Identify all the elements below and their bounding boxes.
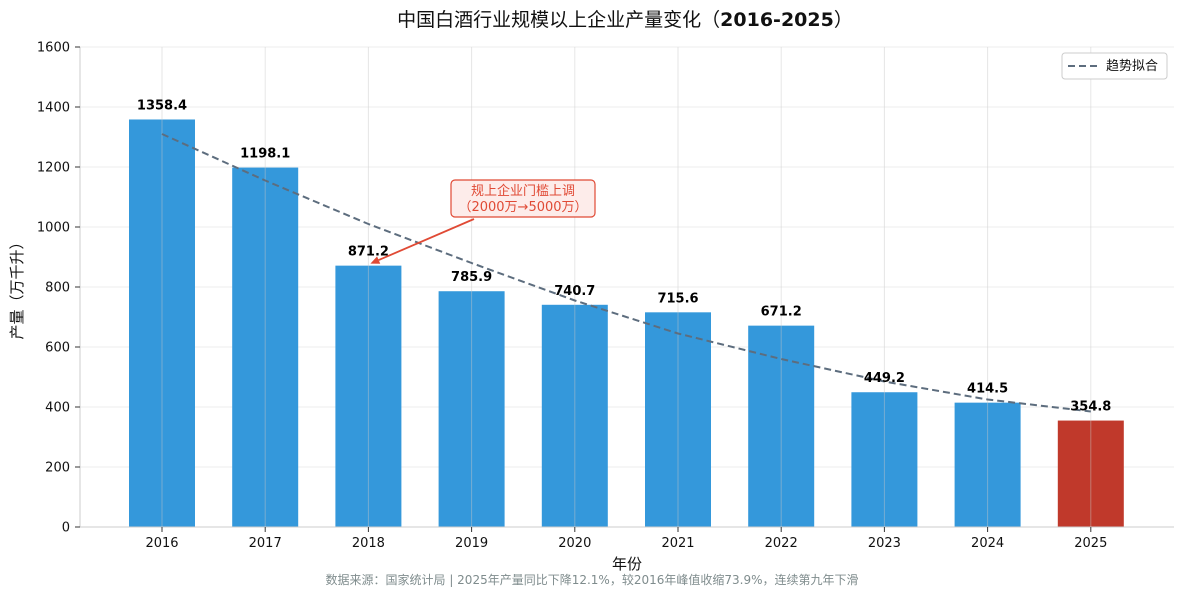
bar-value-label: 354.8	[1070, 400, 1111, 415]
y-tick-label: 1600	[37, 41, 70, 56]
x-tick-label: 2018	[352, 536, 385, 551]
annotation-box	[450, 179, 596, 218]
chart-title-main: 中国白酒行业规模以上企业产量变化（	[397, 9, 720, 31]
x-tick-label: 2024	[971, 536, 1004, 551]
chart-title: 中国白酒行业规模以上企业产量变化（2016-2025）	[397, 9, 853, 31]
legend-trend-label: 趋势拟合	[1106, 58, 1158, 74]
bar-value-label: 1198.1	[240, 147, 290, 162]
x-tick-label: 2023	[868, 536, 901, 551]
annotation-arrowhead	[370, 256, 381, 264]
trend-line	[161, 133, 1091, 413]
legend-box	[1061, 52, 1168, 80]
vertical-grid	[161, 47, 1092, 527]
chart-title-end: ）	[834, 9, 853, 31]
legend: 趋势拟合	[1061, 52, 1168, 80]
bar-value-label: 1358.4	[137, 98, 187, 113]
y-tick-label: 1200	[37, 161, 70, 176]
bar-2017	[232, 167, 299, 527]
bars	[129, 119, 1124, 527]
bar-value-label: 715.6	[657, 291, 698, 306]
annotation: 规上企业门槛上调 （2000万→5000万）	[370, 179, 596, 264]
bar-2025	[1057, 420, 1124, 527]
bar-2024	[954, 402, 1021, 527]
x-tick-label: 2020	[558, 536, 591, 551]
bar-2016	[129, 119, 195, 527]
x-tick-label: 2021	[661, 536, 694, 551]
y-tick-label: 0	[62, 521, 70, 536]
annotation-line1: 规上企业门槛上调	[471, 183, 575, 199]
bar-2018	[335, 265, 402, 527]
y-tick-label: 200	[45, 461, 70, 476]
x-tick-label: 2017	[249, 536, 282, 551]
bar-2020	[541, 304, 608, 527]
y-axis-label: 产量（万千升）	[8, 234, 26, 339]
bar-2023	[851, 392, 918, 527]
bar-value-label: 740.7	[554, 284, 595, 299]
bar-labels: 1358.4 1198.1 871.2 785.9 740.7 715.6 671.2 449…	[137, 98, 1111, 414]
y-tick-label: 400	[45, 401, 70, 416]
chart-title-years: 2016-2025	[720, 9, 834, 31]
x-tick-label: 2019	[455, 536, 488, 551]
x-axis-label: 年份	[612, 555, 642, 573]
annotation-arrow	[378, 218, 475, 261]
x-tick-label: 2025	[1074, 536, 1107, 551]
y-tick-label: 1000	[37, 221, 70, 236]
y-ticks: 0 200 400 600 800 1000 1200 1400 1600	[37, 41, 80, 536]
bar-value-label: 414.5	[967, 382, 1008, 397]
bar-value-label: 671.2	[761, 305, 802, 320]
annotation-line2: （2000万→5000万）	[458, 200, 587, 215]
y-tick-label: 800	[45, 281, 70, 296]
bar-2021	[645, 312, 711, 527]
bar-2019	[438, 291, 505, 527]
footnote: 数据来源：国家统计局 | 2025年产量同比下降12.1%，较2016年峰值收缩…	[326, 572, 859, 587]
bar-value-label: 449.2	[864, 371, 905, 386]
x-tick-label: 2022	[765, 536, 798, 551]
y-tick-label: 1400	[37, 101, 70, 116]
x-tick-label: 2016	[145, 536, 178, 551]
bar-value-label: 785.9	[451, 270, 492, 285]
bar-value-label: 871.2	[348, 245, 389, 260]
y-tick-label: 600	[45, 341, 70, 356]
x-ticks: 2016 2017 2018 2019 2020 2021 2022 2023 2024 2025	[145, 527, 1107, 551]
